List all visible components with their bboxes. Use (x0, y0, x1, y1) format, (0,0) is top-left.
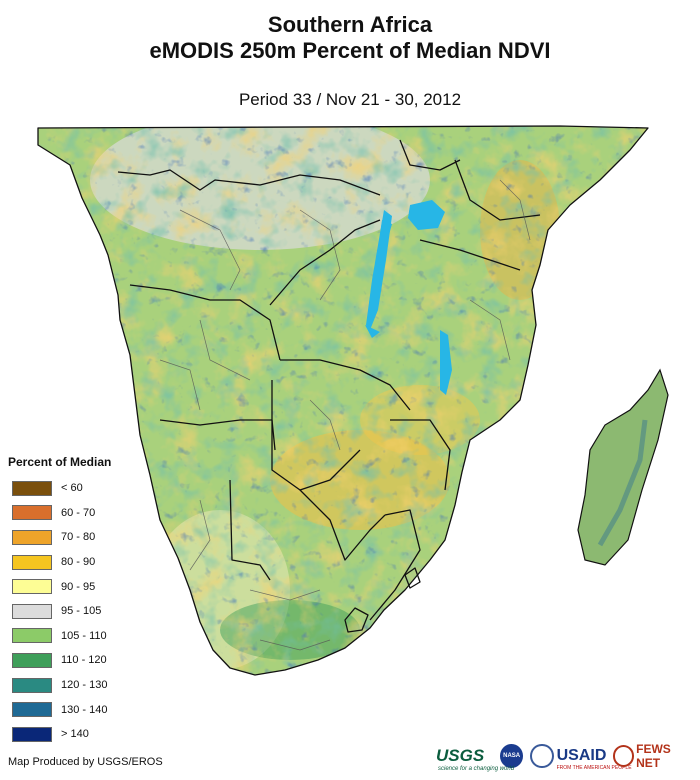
logos: USGS science for a changing world NASA U… (436, 736, 696, 776)
legend-swatch (12, 480, 52, 496)
legend-item: 95 - 105 (8, 599, 138, 624)
map-title: Southern Africa (267, 12, 433, 37)
credit-text: Map Produced by USGS/EROS (8, 756, 163, 768)
usaid-logo: USAID FROM THE AMERICAN PEOPLE (556, 747, 632, 771)
legend-label: 130 - 140 (61, 703, 108, 716)
fewsnet-logo-text: FEWS NET (636, 742, 671, 770)
madagascar-island (577, 368, 669, 566)
legend-item: > 140 (8, 722, 138, 747)
legend-swatch (12, 579, 52, 595)
map-title-line2: eMODIS 250m Percent of Median NDVI (149, 38, 551, 63)
legend-label: 105 - 110 (61, 629, 107, 642)
legend-item: 120 - 130 (8, 673, 138, 698)
legend-swatch (12, 529, 52, 545)
country-borders (37, 125, 649, 676)
usgs-tagline: science for a changing world (438, 766, 515, 772)
fewsnet-logo: FEWS NET (612, 742, 696, 770)
lakes (365, 200, 452, 395)
seal-logo (530, 744, 554, 768)
nasa-logo: NASA (500, 744, 524, 768)
legend-item: 80 - 90 (8, 550, 138, 575)
legend-label: 70 - 80 (61, 531, 96, 544)
legend-swatch (12, 726, 52, 742)
legend-item: 60 - 70 (8, 501, 138, 526)
legend-swatch (12, 505, 52, 521)
legend-title: Percent of Median (8, 455, 112, 469)
map-subtitle: Period 33 / Nov 21 - 30, 2012 (238, 90, 462, 109)
legend-label: 80 - 90 (61, 556, 96, 569)
legend-item: < 60 (8, 476, 138, 501)
legend-item: 105 - 110 (8, 624, 138, 649)
legend-label: < 60 (61, 482, 83, 495)
usaid-logo-text: USAID (556, 747, 607, 764)
legend-swatch (12, 554, 52, 570)
legend-label: 95 - 105 (61, 605, 102, 618)
legend-label: > 140 (61, 728, 89, 741)
legend-label: 60 - 70 (61, 506, 96, 519)
legend-label: 120 - 130 (61, 679, 108, 692)
admin-borders (159, 179, 531, 651)
usaid-tagline: FROM THE AMERICAN PEOPLE (556, 765, 632, 771)
usgs-logo-text: USGS (436, 746, 485, 765)
legend-label: 110 - 120 (61, 654, 107, 667)
legend-swatch (12, 677, 52, 693)
legend-swatch (12, 702, 52, 718)
ndvi-map (37, 125, 669, 676)
usgs-logo: USGS science for a changing world (436, 746, 514, 772)
legend-swatch (12, 603, 52, 619)
fewsnet-icon (612, 745, 635, 767)
legend-swatch (12, 652, 52, 668)
legend: Percent of Median < 60 60 - 70 70 - 80 80 -… (8, 455, 138, 747)
legend-item: 90 - 95 (8, 574, 138, 599)
legend-item: 110 - 120 (8, 648, 138, 673)
legend-swatch (12, 628, 52, 644)
legend-item: 70 - 80 (8, 525, 138, 550)
legend-label: 90 - 95 (61, 580, 96, 593)
legend-item: 130 - 140 (8, 697, 138, 722)
